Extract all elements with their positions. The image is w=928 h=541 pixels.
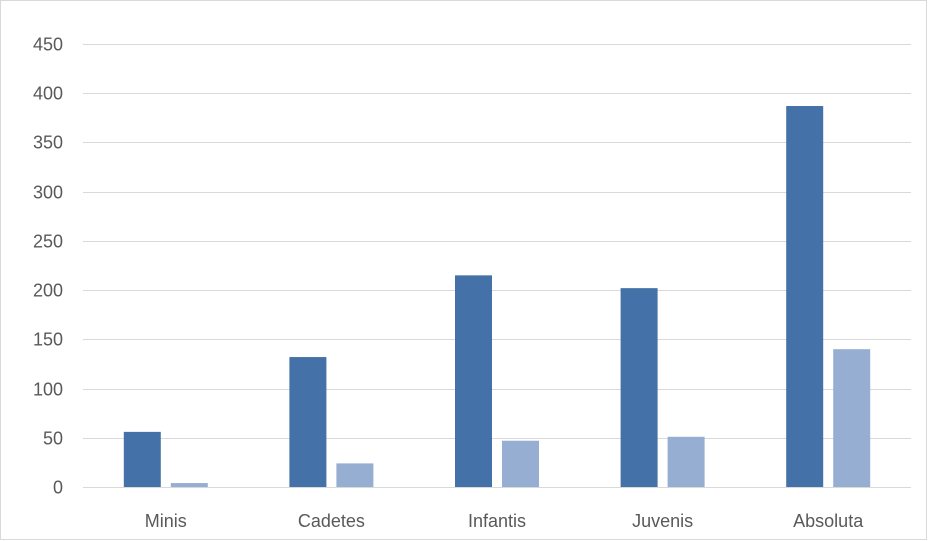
- bar-series1-minis: [123, 431, 161, 487]
- y-tick-label: 300: [33, 183, 63, 203]
- y-tick-label: 200: [33, 281, 63, 301]
- bar-series1-absoluta: [786, 106, 824, 488]
- x-tick-label: Infantis: [468, 511, 526, 531]
- x-tick-label: Minis: [145, 511, 187, 531]
- x-axis-ticks: Minis Cadetes Infantis Juvenis Absoluta: [145, 511, 864, 531]
- y-tick-label: 350: [33, 133, 63, 153]
- x-tick-label: Juvenis: [632, 511, 693, 531]
- bars: [123, 106, 871, 488]
- y-axis-ticks: 0 50 100 150 200 250 300 350 400 450: [33, 35, 63, 498]
- y-tick-label: 450: [33, 35, 63, 55]
- y-tick-label: 250: [33, 232, 63, 252]
- y-tick-label: 150: [33, 330, 63, 350]
- bar-series2-cadetes: [336, 463, 374, 487]
- bar-series2-infantis: [502, 440, 539, 487]
- y-tick-label: 50: [43, 429, 63, 449]
- bar-series1-cadetes: [289, 357, 327, 487]
- bar-series1-infantis: [455, 275, 492, 487]
- gridlines: [83, 44, 911, 488]
- bar-series2-minis: [170, 483, 208, 487]
- bar-series2-juvenis: [667, 436, 705, 487]
- bar-series2-absoluta: [833, 349, 871, 487]
- bar-series1-juvenis: [620, 288, 658, 487]
- y-tick-label: 400: [33, 84, 63, 104]
- x-tick-label: Absoluta: [793, 511, 864, 531]
- x-tick-label: Cadetes: [298, 511, 365, 531]
- y-tick-label: 0: [53, 478, 63, 498]
- y-tick-label: 100: [33, 380, 63, 400]
